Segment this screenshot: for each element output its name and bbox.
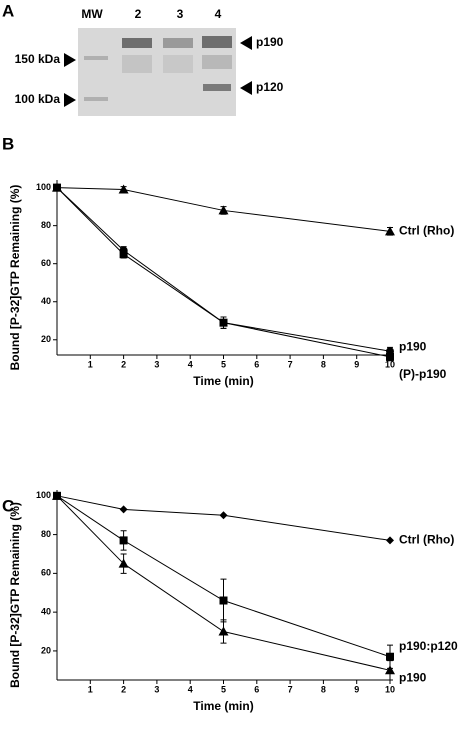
x-tick-label: 5 [221, 684, 226, 694]
x-tick-label: 1 [88, 684, 93, 694]
x-tick-label: 10 [385, 684, 395, 694]
x-tick-label: 4 [188, 684, 193, 694]
lane-label: MW [81, 7, 103, 21]
y-tick-label: 100 [36, 490, 51, 500]
point [52, 490, 62, 500]
y-tick-label: 60 [41, 258, 51, 268]
y-tick-label: 40 [41, 607, 51, 617]
arrow [64, 53, 76, 107]
x-tick-label: 3 [154, 684, 159, 694]
lane-label: 4 [215, 7, 222, 21]
panel-label: C [2, 496, 14, 515]
series-line [56, 187, 391, 352]
point [386, 352, 394, 361]
point [53, 183, 61, 192]
point [119, 250, 128, 259]
x-axis-label: Time (min) [193, 699, 253, 713]
y-axis-label: Bound [P-32]GTP Remaining (%) [8, 502, 22, 688]
point [385, 226, 395, 236]
series-line [56, 495, 391, 541]
gel-bands [84, 36, 232, 101]
x-axis-label: Time (min) [193, 374, 253, 388]
point [219, 318, 228, 327]
series-label: p190 [399, 339, 427, 353]
series-label: p190 [399, 670, 427, 684]
point [219, 596, 228, 605]
x-tick-label: 7 [288, 684, 293, 694]
lane-label: 2 [135, 7, 142, 21]
y-tick-label: 100 [36, 182, 51, 192]
lane-label: 3 [177, 7, 184, 21]
x-tick-label: 8 [321, 684, 326, 694]
point [385, 665, 395, 675]
point [386, 652, 394, 661]
x-tick-label: 3 [154, 359, 159, 369]
point [118, 184, 129, 194]
band-label: p120 [256, 80, 284, 94]
x-tick-label: 2 [121, 359, 126, 369]
point [218, 205, 229, 215]
band-label: p190 [256, 35, 284, 49]
y-tick-label: 80 [41, 529, 51, 539]
series-label: p190:p120 [399, 639, 458, 653]
x-tick-label: 9 [354, 359, 359, 369]
x-tick-label: 2 [121, 684, 126, 694]
point [118, 558, 129, 568]
y-axis-label: Bound [P-32]GTP Remaining (%) [8, 185, 22, 371]
series-line [56, 495, 391, 658]
panel-label: B [2, 134, 14, 153]
x-tick-label: 8 [321, 359, 326, 369]
marker-label: 150 kDa [15, 52, 61, 66]
point [119, 505, 128, 514]
panel-label: A [2, 1, 14, 20]
x-tick-label: 6 [254, 684, 259, 694]
x-tick-label: 7 [288, 359, 293, 369]
point [119, 536, 128, 545]
series-label: (P)-p190 [399, 367, 447, 381]
x-tick-label: 10 [385, 359, 395, 369]
point [386, 536, 394, 545]
x-tick-label: 6 [254, 359, 259, 369]
y-tick-label: 20 [41, 645, 51, 655]
y-tick-label: 80 [41, 220, 51, 230]
y-tick-label: 20 [41, 334, 51, 344]
x-tick-label: 1 [88, 359, 93, 369]
x-tick-label: 5 [221, 359, 226, 369]
y-tick-label: 60 [41, 568, 51, 578]
series-line [56, 187, 391, 358]
point [219, 511, 228, 520]
x-tick-label: 9 [354, 684, 359, 694]
series-line [56, 495, 391, 671]
series-label: Ctrl (Rho) [399, 224, 454, 238]
x-tick-label: 4 [188, 359, 193, 369]
series-line [56, 187, 391, 232]
marker-label: 100 kDa [15, 92, 61, 106]
y-tick-label: 40 [41, 296, 51, 306]
series-label: Ctrl (Rho) [399, 533, 454, 547]
point [218, 626, 229, 636]
arrow [240, 36, 252, 95]
